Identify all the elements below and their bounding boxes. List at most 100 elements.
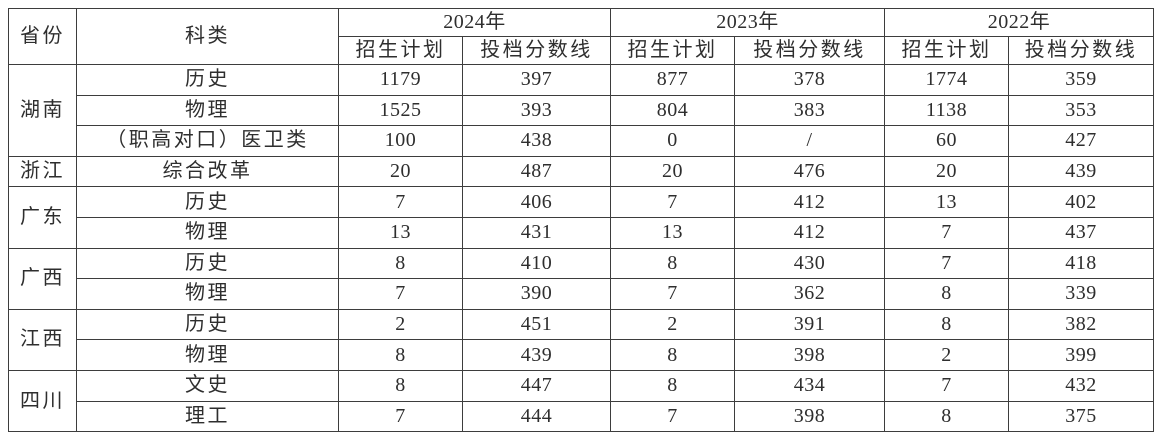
table-row: 湖南 历史 1179 397 877 378 1774 359 — [8, 64, 1154, 157]
table-cell: 8 — [610, 247, 735, 280]
table-cell: 378 — [734, 64, 885, 96]
table-cell: 8 — [884, 308, 1009, 341]
header-plan-2023: 招生计划 — [610, 36, 735, 65]
header-row-years: 省份 科类 2024年 2023年 2022年 — [8, 8, 1154, 65]
table-cell: 476 — [734, 155, 885, 188]
table-cell: 434 — [734, 369, 885, 402]
table-cell: 1138 — [884, 94, 1009, 127]
table-cell: 7 — [338, 400, 463, 433]
table-cell: 8 — [884, 278, 1009, 310]
table-cell: 7 — [610, 400, 735, 433]
province-cell: 浙江 — [8, 155, 77, 188]
table-row: 物理 8 439 8 398 2 399 — [9, 339, 1154, 371]
table-row: （职高对口）医卫类 100 438 0 / 60 427 — [9, 125, 1154, 157]
table-row: 江西 历史 2 451 2 391 8 382 — [8, 308, 1154, 371]
table-cell: 439 — [462, 339, 611, 371]
table-cell: 2 — [338, 308, 463, 341]
table-cell: 1525 — [338, 94, 463, 127]
table-cell: 375 — [1008, 400, 1154, 433]
header-province: 省份 — [8, 8, 77, 65]
table-cell: 7 — [884, 369, 1009, 402]
table-cell: 353 — [1008, 94, 1154, 127]
table-cell: 7 — [884, 216, 1009, 249]
table-cell: 431 — [462, 216, 611, 249]
table-cell: 7 — [338, 186, 463, 218]
table-cell: 8 — [610, 339, 735, 371]
table-cell: 20 — [338, 155, 463, 188]
table-cell: 437 — [1008, 216, 1154, 249]
category-cell: 历史 — [76, 64, 339, 96]
table-row: 浙江 综合改革 20 487 20 476 20 439 — [8, 155, 1154, 188]
table-cell: 8 — [338, 369, 463, 402]
table-cell: 390 — [462, 278, 611, 310]
table-cell: 20 — [884, 155, 1009, 188]
category-cell: 文史 — [76, 369, 339, 402]
table-cell: 7 — [338, 278, 463, 310]
table-cell: 13 — [610, 216, 735, 249]
table-cell: 410 — [462, 247, 611, 280]
table-cell: 0 — [610, 125, 735, 157]
table-cell: 382 — [1008, 308, 1154, 341]
category-cell: 综合改革 — [76, 155, 339, 188]
table-cell: 412 — [734, 216, 885, 249]
table-cell: 13 — [338, 216, 463, 249]
table-cell: 402 — [1008, 186, 1154, 218]
table-row: 物理 1525 393 804 383 1138 353 — [9, 94, 1154, 127]
table-row: 物理 13 431 13 412 7 437 — [9, 216, 1154, 249]
table-cell: 1179 — [338, 64, 463, 96]
table-cell: 438 — [462, 125, 611, 157]
province-cell: 湖南 — [8, 64, 77, 157]
table-cell: 8 — [338, 339, 463, 371]
category-cell: 物理 — [76, 339, 339, 371]
table-row: 物理 7 390 7 362 8 339 — [9, 278, 1154, 310]
header-category: 科类 — [76, 8, 339, 65]
table-row: 广东 历史 7 406 7 412 13 402 — [8, 186, 1154, 249]
table-cell: 7 — [884, 247, 1009, 280]
table-cell: 2 — [610, 308, 735, 341]
table-cell: 877 — [610, 64, 735, 96]
header-plan-2022: 招生计划 — [884, 36, 1009, 65]
table-body: 湖南 历史 1179 397 877 378 1774 359 物理 1525 … — [8, 64, 1154, 433]
admissions-table-container: 省份 科类 2024年 2023年 2022年 招生计划 投档分数线 招生计划 … — [8, 8, 1154, 433]
category-cell: 历史 — [76, 308, 339, 341]
category-cell: 物理 — [76, 216, 339, 249]
header-year-2024: 2024年 — [338, 8, 611, 37]
table-cell: 1774 — [884, 64, 1009, 96]
header-year-2022: 2022年 — [884, 8, 1154, 37]
table-cell: 398 — [734, 339, 885, 371]
table-cell: 362 — [734, 278, 885, 310]
header-row-metrics: 招生计划 投档分数线 招生计划 投档分数线 招生计划 投档分数线 — [9, 36, 1154, 65]
table-header: 省份 科类 2024年 2023年 2022年 招生计划 投档分数线 招生计划 … — [8, 8, 1154, 65]
table-cell: 393 — [462, 94, 611, 127]
table-cell: 399 — [1008, 339, 1154, 371]
province-cell: 广西 — [8, 247, 77, 310]
table-cell: 20 — [610, 155, 735, 188]
table-cell: 427 — [1008, 125, 1154, 157]
category-cell: 历史 — [76, 247, 339, 280]
category-cell: 理工 — [76, 400, 339, 433]
category-cell: 物理 — [76, 94, 339, 127]
table-cell: 412 — [734, 186, 885, 218]
category-cell: 物理 — [76, 278, 339, 310]
admissions-score-table: 省份 科类 2024年 2023年 2022年 招生计划 投档分数线 招生计划 … — [8, 8, 1154, 433]
province-cell: 广东 — [8, 186, 77, 249]
header-score-2022: 投档分数线 — [1008, 36, 1154, 65]
table-cell: 7 — [610, 278, 735, 310]
province-cell: 四川 — [8, 369, 77, 433]
table-cell: 439 — [1008, 155, 1154, 188]
table-row: 四川 文史 8 447 8 434 7 432 — [8, 369, 1154, 433]
category-cell: 历史 — [76, 186, 339, 218]
table-row: 广西 历史 8 410 8 430 7 418 — [8, 247, 1154, 310]
header-score-2023: 投档分数线 — [734, 36, 885, 65]
table-cell: 406 — [462, 186, 611, 218]
header-plan-2024: 招生计划 — [338, 36, 463, 65]
table-cell: 359 — [1008, 64, 1154, 96]
table-cell: 444 — [462, 400, 611, 433]
table-cell: 432 — [1008, 369, 1154, 402]
header-year-2023: 2023年 — [610, 8, 885, 37]
table-cell: 447 — [462, 369, 611, 402]
table-cell: 60 — [884, 125, 1009, 157]
table-cell: / — [734, 125, 885, 157]
table-cell: 391 — [734, 308, 885, 341]
table-cell: 339 — [1008, 278, 1154, 310]
